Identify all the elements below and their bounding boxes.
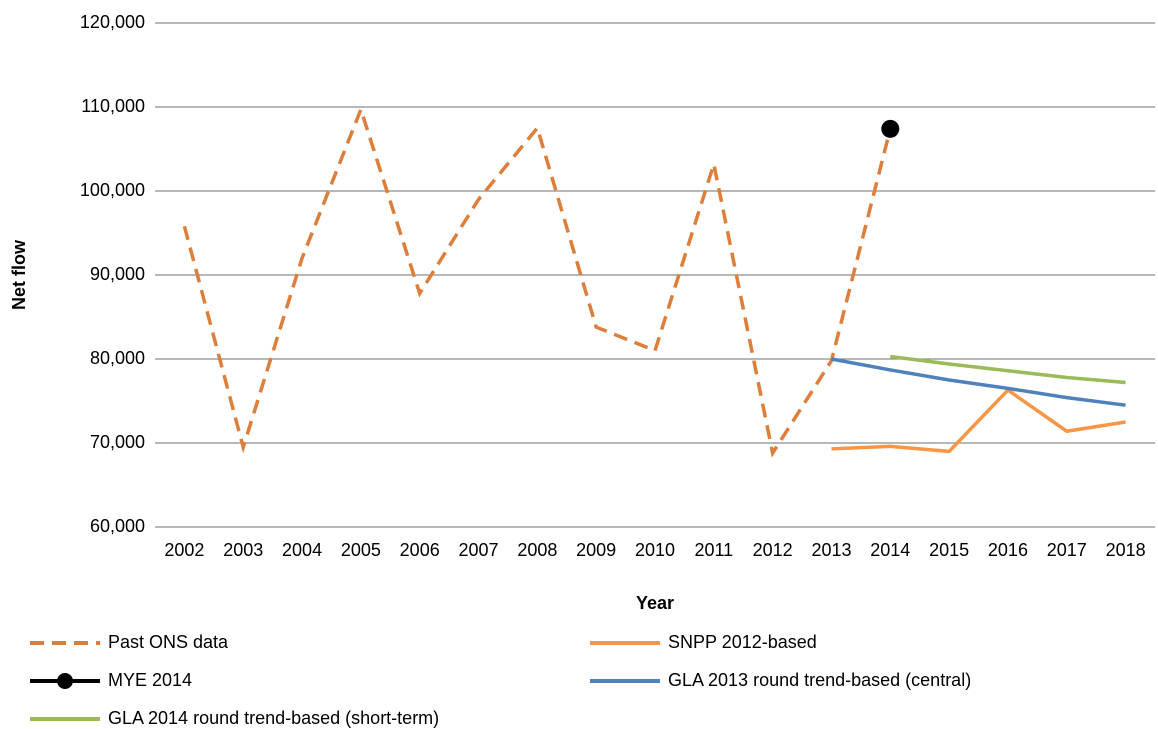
legend-label: SNPP 2012-based [668,632,817,652]
y-tick-label: 70,000 [90,432,145,452]
x-tick-label: 2009 [576,540,616,560]
x-tick-label: 2014 [870,540,910,560]
series-line [890,354,1126,385]
x-tick-label: 2015 [929,540,969,560]
x-tick-label: 2018 [1106,540,1146,560]
x-tick-label: 2010 [635,540,675,560]
x-tick-label: 2012 [753,540,793,560]
legend-label: GLA 2013 round trend-based (central) [668,670,971,690]
series-line [831,357,1126,407]
y-tick-label: 80,000 [90,348,145,368]
legend-label: Past ONS data [108,632,229,652]
y-tick-label: 100,000 [80,180,145,200]
y-tick-label: 60,000 [90,516,145,536]
series-line [182,104,892,458]
x-axis-label: Year [636,593,674,613]
x-tick-label: 2007 [459,540,499,560]
x-tick-label: 2003 [223,540,263,560]
x-tick-label: 2016 [988,540,1028,560]
x-tick-label: 2013 [811,540,851,560]
series-line [831,387,1126,454]
series-marker [881,119,900,138]
x-tick-label: 2006 [400,540,440,560]
x-tick-label: 2011 [694,540,733,560]
legend-label: GLA 2014 round trend-based (short-term) [108,708,439,728]
legend-marker [57,673,73,689]
y-tick-label: 90,000 [90,264,145,284]
x-tick-label: 2002 [164,540,204,560]
y-tick-label: 110,000 [81,96,145,116]
y-tick-label: 120,000 [80,12,145,32]
x-tick-label: 2004 [282,540,322,560]
x-tick-label: 2008 [517,540,557,560]
x-tick-label: 2005 [341,540,381,560]
y-axis-label: Net flow [9,239,29,310]
x-tick-label: 2017 [1047,540,1087,560]
legend-label: MYE 2014 [108,670,192,690]
